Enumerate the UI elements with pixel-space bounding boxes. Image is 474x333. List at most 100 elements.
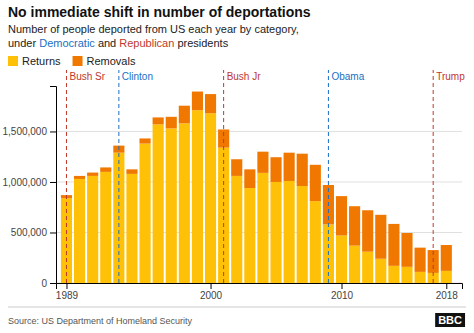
source: Source: US Department of Homeland Securi… <box>8 316 193 326</box>
bar <box>349 206 360 245</box>
x-tick-label: 2010 <box>331 290 354 301</box>
x-tick-mark <box>342 283 343 289</box>
subtitle-part: Republican <box>119 37 174 49</box>
legend-item: Removals <box>73 55 136 67</box>
y-tick-label: 0 <box>41 278 47 289</box>
x-tick: 2000 <box>200 283 223 301</box>
bar <box>375 259 386 283</box>
legend-label: Removals <box>87 55 136 67</box>
bar <box>336 236 347 283</box>
bar <box>244 169 255 188</box>
subtitle-part: presidents <box>174 37 228 49</box>
bar <box>336 196 347 235</box>
x-tick-label: 1989 <box>56 290 79 301</box>
bar <box>87 176 98 283</box>
bar <box>415 248 426 272</box>
annotation-label: Obama <box>331 71 364 82</box>
x-tick-label: 2000 <box>200 290 223 301</box>
bar <box>139 138 150 143</box>
bar <box>297 186 308 283</box>
bar <box>257 152 268 173</box>
y-tick-mark <box>50 283 56 284</box>
bar <box>231 176 242 283</box>
subtitle-part: Democratic <box>39 37 95 49</box>
bar <box>284 153 295 181</box>
bar <box>231 159 242 176</box>
bar <box>100 167 111 171</box>
x-tick-mark <box>211 283 212 289</box>
bar <box>349 246 360 283</box>
logo: BBC <box>435 313 465 327</box>
x-tick: 1989 <box>56 283 79 301</box>
legend-item: Returns <box>8 55 61 67</box>
y-tick-mark <box>50 131 56 132</box>
bar <box>205 94 216 113</box>
bar <box>362 210 373 251</box>
annotations: Bush Sr Clinton Bush Jr Obama Trump <box>66 70 465 283</box>
bar <box>87 173 98 176</box>
bar <box>310 201 321 283</box>
x-tick: 2018 <box>436 283 459 301</box>
bar <box>257 173 268 283</box>
bar <box>310 165 321 201</box>
y-tick-label: 500,000 <box>11 227 48 238</box>
bar <box>166 117 177 129</box>
bar <box>179 123 190 283</box>
bar <box>297 154 308 186</box>
bars <box>61 92 452 283</box>
bar <box>375 215 386 259</box>
y-tick: 0 <box>41 278 56 289</box>
annotation-line <box>223 70 224 283</box>
y-tick-mark <box>50 232 56 233</box>
bar <box>401 267 412 283</box>
bar <box>74 176 85 179</box>
subtitle-part: and <box>95 37 119 49</box>
annotation-label: Bush Sr <box>69 71 105 82</box>
bar <box>244 188 255 283</box>
bar <box>139 144 150 283</box>
y-axis: 0 500,000 1,000,000 1,500,000 <box>3 87 57 289</box>
y-tick: 1,000,000 <box>3 177 57 188</box>
bar <box>126 169 137 174</box>
annotation-label: Bush Jr <box>227 71 262 82</box>
y-tick-label: 1,000,000 <box>3 177 48 188</box>
legend: Returns Removals <box>8 55 136 67</box>
bar <box>415 272 426 283</box>
bar <box>74 179 85 283</box>
x-tick-label: 2018 <box>436 290 459 301</box>
x-axis: 1989 2000 2010 2018 <box>56 283 463 301</box>
y-axis-line <box>50 87 57 284</box>
x-tick-mark <box>446 283 447 289</box>
bar <box>401 233 412 267</box>
bar <box>270 157 281 182</box>
bar <box>205 113 216 283</box>
bar <box>388 224 399 266</box>
annotation-label: Clinton <box>122 71 153 82</box>
bar <box>441 245 452 271</box>
annotation-label: Trump <box>436 71 465 82</box>
logo-text: BBC <box>438 314 462 326</box>
bar <box>179 106 190 124</box>
subtitle-part: under <box>8 37 39 49</box>
bar-series <box>61 110 452 283</box>
y-tick: 1,500,000 <box>3 126 57 137</box>
y-tick: 500,000 <box>11 227 56 238</box>
separator <box>8 307 466 308</box>
legend-label: Returns <box>22 55 61 67</box>
subtitle-line: under Democratic and Republican presiden… <box>8 37 229 49</box>
annotation-line <box>66 70 67 283</box>
bar <box>270 182 281 283</box>
x-axis-line <box>57 284 463 290</box>
annotation-line <box>433 70 434 283</box>
x-tick-mark <box>66 283 67 289</box>
grid-line <box>56 131 462 132</box>
bar <box>441 271 452 283</box>
bar <box>166 128 177 283</box>
bar <box>100 172 111 283</box>
bar <box>192 92 203 111</box>
subtitle: Number of people deported from US each y… <box>8 23 299 35</box>
bar <box>362 252 373 283</box>
bar <box>192 110 203 283</box>
bar-series <box>61 92 452 273</box>
y-tick-label: 1,500,000 <box>3 126 48 137</box>
